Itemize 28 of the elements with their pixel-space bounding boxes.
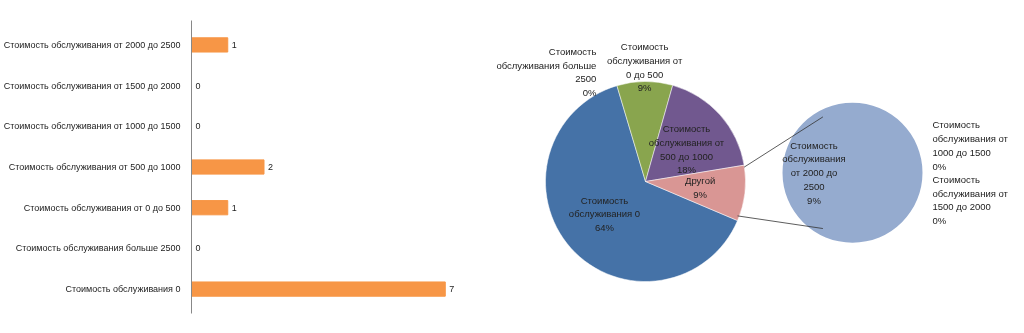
category-label: Стоимость обслуживания от 1000 до 1500 [932,119,1008,158]
category-label: Стоимость обслуживания больше 2500 [496,45,597,85]
y-tick-label: Стоимость обслуживания от 0 до 500 [23,202,181,213]
y-tick-label: Стоимость обслуживания от 1000 до 1500 [3,121,181,132]
data-label: 18% [676,164,697,176]
y-tick-label: Стоимость обслуживания от 2000 до 2500 [3,39,181,50]
y-tick-label: Стоимость обслуживания от 1500 до 2000 [3,80,181,91]
data-label: 64% [594,222,615,234]
data-label: 0 [195,243,201,254]
data-label: 2 [268,162,274,172]
slice-label: Другой [685,174,716,186]
data-label: 7 [449,284,455,295]
y-tick-label: Стоимость обслуживания 0 [65,284,181,295]
data-label: 9% [807,194,822,206]
text: 0% [932,160,947,172]
y-tick-label: Стоимость обслуживания от 500 до 1000 [8,162,181,172]
text: 0% [932,215,947,227]
data-label: 0 [195,80,201,91]
slice-label: Стоимость обслуживания от 0 до 500 [606,41,683,80]
text: 0% [582,87,597,99]
slice-label: Стоимость обслуживания 0 [568,194,641,220]
data-label: 1 [231,39,237,50]
data-label: 9% [637,82,653,94]
y-tick-label: Стоимость обслуживания больше 2500 [15,243,181,254]
data-label: 0 [195,121,201,132]
data-label: 1 [231,202,237,213]
category-label: Стоимость обслуживания от 1500 до 2000 [932,173,1008,213]
data-label: 9% [693,188,708,200]
